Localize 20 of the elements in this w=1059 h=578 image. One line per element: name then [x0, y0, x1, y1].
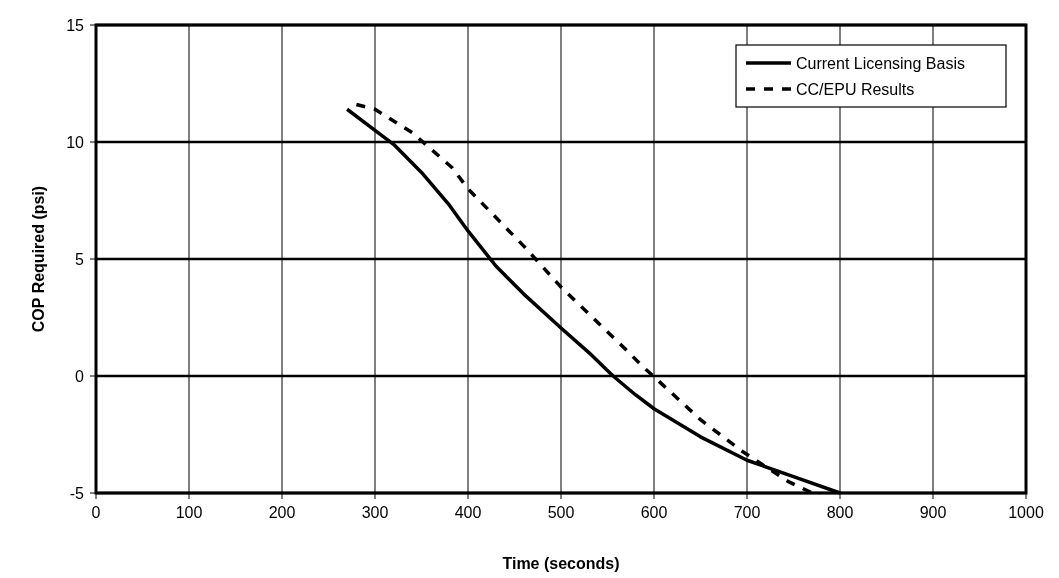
- x-tick-label: 200: [268, 504, 296, 521]
- x-tick-label: 1000: [1008, 504, 1044, 521]
- y-tick-label: 10: [66, 133, 85, 151]
- x-tick-label: 300: [361, 504, 389, 521]
- x-tick-label: 100: [175, 504, 203, 521]
- x-tick-label: 900: [919, 504, 947, 521]
- x-tick-label: 400: [454, 504, 482, 521]
- x-tick-label: 700: [733, 504, 761, 521]
- legend-label: Current Licensing Basis: [796, 54, 965, 72]
- y-axis-title: COP Required (psi): [30, 185, 47, 333]
- x-axis-title: Time (seconds): [502, 555, 620, 572]
- y-tick-label: 15: [66, 16, 85, 34]
- y-tick-label: 5: [75, 250, 85, 268]
- y-tick-label: 0: [75, 367, 85, 385]
- legend-label: CC/EPU Results: [796, 80, 915, 98]
- x-tick-label: 600: [640, 504, 668, 521]
- y-tick-label: -5: [69, 484, 85, 502]
- x-tick-label: 0: [91, 504, 101, 521]
- x-tick-label: 500: [547, 504, 575, 521]
- x-tick-label: 800: [826, 504, 854, 521]
